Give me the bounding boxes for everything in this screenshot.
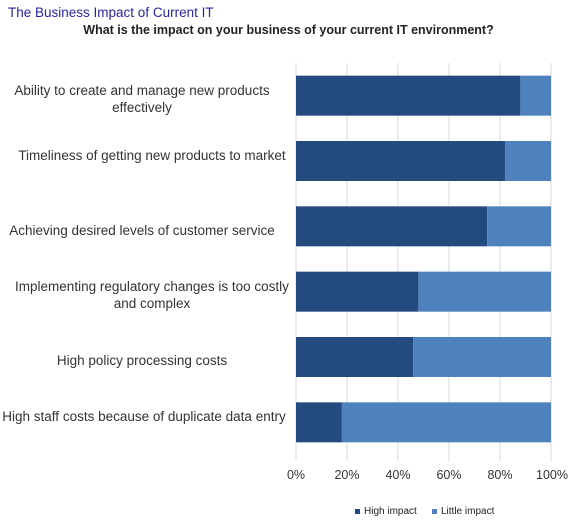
bar-little-impact [487,206,551,247]
legend-swatch-little-impact [432,509,437,514]
x-tick-label: 0% [286,468,306,482]
bar-little-impact [341,402,551,443]
chart-legend: High impact Little impact [0,506,577,520]
bar-high-impact [296,271,419,312]
category-label: Implementing regulatory changes is too c… [15,279,289,311]
chart-title: What is the impact on your business of y… [83,23,494,37]
x-tick-label: 100% [536,468,568,482]
legend-label: High impact [364,506,417,517]
bar-high-impact [296,337,414,377]
bars-layer [296,75,551,443]
bar-high-impact [296,141,506,181]
x-tick-label: 20% [334,468,360,482]
category-label: High staff costs because of duplicate da… [2,409,286,424]
legend-item-high-impact: High impact [355,506,417,517]
page-title: The Business Impact of Current IT [8,5,214,20]
category-label: Timeliness of getting new products to ma… [18,148,286,163]
grid-layer [295,63,552,461]
x-tick-label: 80% [487,468,513,482]
legend-item-little-impact: Little impact [432,506,494,517]
bar-little-impact [418,271,551,312]
legend-label: Little impact [441,506,495,517]
bar-high-impact [296,206,488,247]
x-tick-label: 60% [436,468,462,482]
category-label: Ability to create and manage new product… [14,83,270,115]
x-tick-label: 40% [385,468,411,482]
legend-swatch-high-impact [355,509,360,514]
bar-high-impact [296,75,521,116]
bar-little-impact [520,75,551,116]
category-label: High policy processing costs [56,353,228,368]
bar-little-impact [413,337,551,377]
bar-high-impact [296,402,342,443]
bar-little-impact [505,141,551,181]
category-label: Achieving desired levels of customer ser… [9,223,275,238]
